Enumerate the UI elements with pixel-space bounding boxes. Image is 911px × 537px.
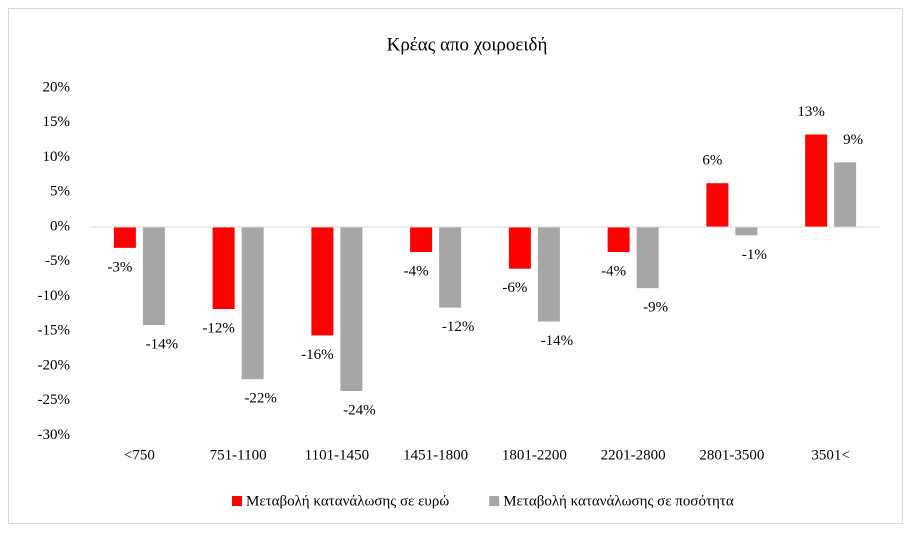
y-tick-label: 20% — [43, 79, 71, 95]
data-label: -1% — [742, 247, 767, 263]
y-tick-label: 0% — [50, 218, 70, 234]
bar — [735, 227, 758, 236]
x-tick-label: 1101-1450 — [305, 447, 369, 463]
y-tick-label: 15% — [43, 114, 71, 130]
chart-title: Κρέας απο χοιροειδή — [387, 34, 548, 55]
x-tick-label: 3501< — [811, 447, 849, 463]
y-tick-label: 10% — [43, 149, 71, 165]
bar — [607, 227, 630, 253]
data-label: -16% — [301, 347, 334, 363]
data-label: 13% — [797, 104, 825, 120]
bar — [636, 227, 659, 289]
legend-label: Μεταβολή κατανάλωσης σε ευρώ — [246, 493, 449, 509]
data-label: -3% — [107, 259, 132, 275]
bar — [805, 134, 828, 227]
data-label: -14% — [146, 336, 179, 352]
data-label: -12% — [442, 319, 475, 335]
bar — [508, 227, 531, 269]
data-label: 9% — [843, 132, 863, 148]
y-tick-label: -30% — [38, 427, 71, 443]
legend-label: Μεταβολή κατανάλωσης σε ποσότητα — [503, 493, 734, 509]
y-tick-label: -5% — [45, 253, 70, 269]
data-label: -6% — [502, 280, 527, 296]
data-label: -14% — [541, 333, 574, 349]
x-tick-label: 1801-2200 — [502, 447, 567, 463]
y-tick-label: 5% — [50, 184, 70, 200]
x-tick-label: 751-1100 — [210, 447, 267, 463]
data-label: -24% — [343, 402, 376, 418]
bar — [241, 227, 264, 380]
bar — [340, 227, 363, 392]
bar — [706, 183, 729, 227]
bar — [142, 227, 165, 325]
bar — [537, 227, 560, 322]
data-label: -9% — [643, 300, 668, 316]
y-tick-label: -10% — [38, 288, 71, 304]
bar — [311, 227, 334, 336]
bar — [212, 227, 235, 310]
data-label: -12% — [202, 320, 235, 336]
bar — [113, 227, 136, 248]
data-label: -4% — [601, 263, 626, 279]
bar — [834, 162, 857, 227]
y-tick-label: -20% — [38, 357, 71, 373]
bar — [410, 227, 433, 253]
y-tick-label: -25% — [38, 392, 71, 408]
data-label: -4% — [404, 263, 429, 279]
bar — [439, 227, 462, 308]
y-tick-label: -15% — [38, 323, 71, 339]
x-tick-label: 2201-2800 — [601, 447, 666, 463]
data-label: -22% — [244, 391, 277, 407]
x-tick-label: 1451-1800 — [403, 447, 468, 463]
legend-swatch — [489, 496, 500, 506]
data-label: 6% — [702, 153, 722, 169]
x-tick-label: <750 — [124, 447, 155, 463]
legend-swatch — [232, 496, 242, 506]
x-tick-label: 2801-3500 — [699, 447, 764, 463]
